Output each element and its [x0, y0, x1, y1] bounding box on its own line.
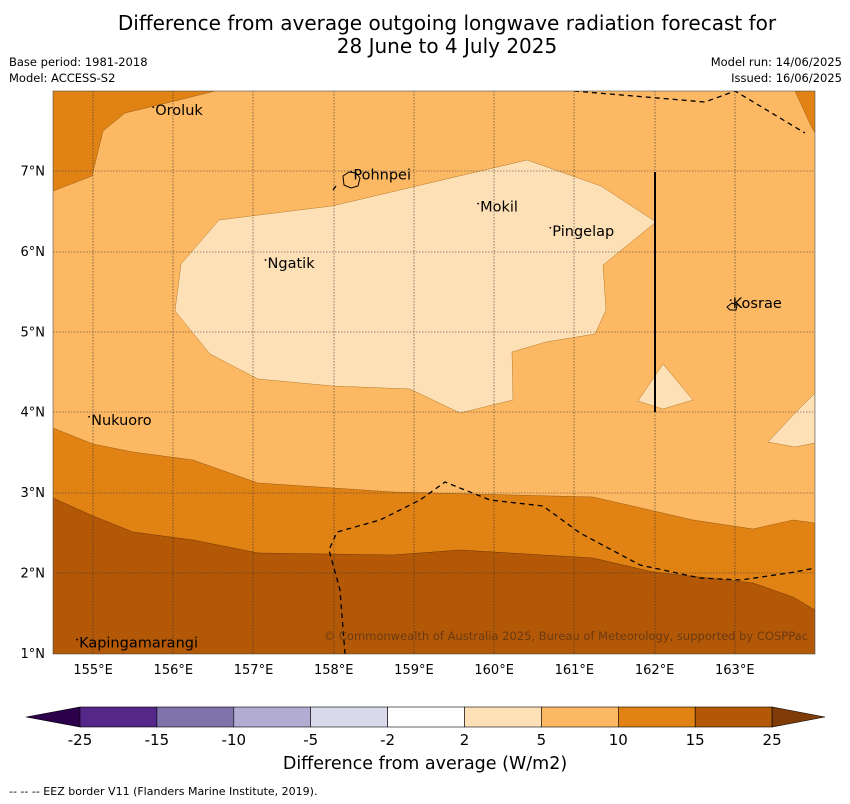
- place-marker: [549, 226, 552, 229]
- lat-tick-label: 1°N: [21, 647, 46, 662]
- copyright-notice: © Commonwealth of Australia 2025, Bureau…: [324, 629, 808, 643]
- chart-title: Difference from average outgoing longwav…: [60, 12, 834, 58]
- lon-tick-label: 156°E: [154, 663, 194, 678]
- map-panel: Oroluk Pohnpei Mokil Pingelap Ngatik Kosrae Nu…: [53, 91, 815, 654]
- colorbar-upper-extension: [771, 706, 826, 728]
- colorbar-tick-label: 15: [686, 731, 705, 749]
- model-run: Model run: 14/06/2025: [710, 55, 842, 69]
- lon-tick-label: 163°E: [715, 663, 755, 678]
- map-frame: [52, 90, 816, 655]
- lat-tick-label: 2°N: [21, 567, 46, 582]
- colorbar-title: Difference from average (W/m2): [282, 754, 568, 774]
- lon-tick-label: 159°E: [394, 663, 434, 678]
- place-label-nukuoro: Nukuoro: [91, 413, 152, 429]
- place-marker: [76, 638, 78, 641]
- place-marker: [729, 299, 732, 302]
- colorbar-segment: [79, 706, 158, 728]
- lat-axis: 1°N 2°N 3°N 4°N 5°N 6°N 7°N: [21, 164, 46, 662]
- lon-tick-label: 160°E: [474, 663, 514, 678]
- place-marker: [264, 259, 267, 261]
- colorbar-segment: [310, 706, 388, 728]
- lon-tick-label: 158°E: [314, 663, 354, 678]
- place-marker: [350, 170, 353, 173]
- anomaly-2-5-band: [174, 159, 657, 414]
- colorbar-tick-label: 5: [537, 731, 547, 749]
- lat-tick-label: 3°N: [21, 486, 46, 501]
- title-line-1: Difference from average outgoing longwav…: [117, 11, 777, 35]
- colorbar-tick-label: 2: [460, 731, 470, 749]
- colorbar-segment: [156, 706, 235, 728]
- place-marker: [152, 106, 155, 109]
- colorbar-lower-extension: [25, 706, 81, 728]
- graticule: [53, 91, 815, 654]
- place-label-pingelap: Pingelap: [552, 224, 614, 240]
- place-label-kosrae: Kosrae: [733, 296, 782, 312]
- lon-tick-label: 157°E: [234, 663, 274, 678]
- colorbar-tick-label: 25: [763, 731, 782, 749]
- lon-axis: 155°E 156°E 157°E 158°E 159°E 160°E 161°E 162°E…: [73, 663, 754, 678]
- model-run-info: Model run: 14/06/2025 Issued: 16/06/2025: [711, 54, 842, 86]
- colorbar-tick-label: 10: [609, 731, 628, 749]
- colorbar-segment: [541, 706, 619, 728]
- colorbar-segment: [387, 706, 465, 728]
- eez-footnote: -- -- -- EEZ border V11 (Flanders Marine…: [9, 785, 318, 798]
- colorbar-segment: [464, 706, 542, 728]
- colorbar-segment: [617, 706, 696, 728]
- colorbar-tick-label: -25: [68, 731, 93, 749]
- colorbar-tick-label: -10: [222, 731, 247, 749]
- lat-tick-label: 4°N: [21, 406, 46, 421]
- lat-tick-label: 7°N: [21, 164, 46, 179]
- place-label-ngatik: Ngatik: [268, 256, 316, 272]
- lon-tick-label: 161°E: [555, 663, 595, 678]
- colorbar-tick-label: -5: [303, 731, 318, 749]
- anomaly-10-15-band: [794, 91, 815, 134]
- pohnpei-island-outline: [342, 171, 361, 189]
- colorbar-tick-label: -2: [380, 731, 395, 749]
- colorbar: -25 -15 -10 -5 -2 2 5 10 15 25: [25, 706, 826, 749]
- island-outlines: [342, 171, 738, 311]
- title-line-2: 28 June to 4 July 2025: [336, 34, 558, 58]
- issued-date: Issued: 16/06/2025: [731, 71, 842, 85]
- anomaly-10-15-band: [53, 91, 216, 192]
- place-label-pohnpei: Pohnpei: [353, 167, 411, 183]
- anomaly-15-25-band: [53, 497, 815, 654]
- model-name: Model: ACCESS-S2: [9, 71, 116, 85]
- kosrae-island-outline: [726, 302, 738, 311]
- place-marker: [477, 202, 480, 205]
- lon-tick-label: 155°E: [73, 663, 113, 678]
- colorbar-segment: [233, 706, 312, 728]
- lat-tick-label: 5°N: [21, 325, 46, 340]
- base-period-info: Base period: 1981-2018 Model: ACCESS-S2: [9, 54, 148, 86]
- place-marker: [88, 415, 90, 418]
- base-period: Base period: 1981-2018: [9, 55, 148, 69]
- colorbar-segment: [694, 706, 773, 728]
- anomaly-2-5-band: [767, 392, 815, 448]
- place-label-mokil: Mokil: [480, 200, 518, 216]
- lat-tick-label: 6°N: [21, 245, 46, 260]
- colorbar-tick-label: -15: [145, 731, 170, 749]
- eez-border: [328, 91, 815, 654]
- place-labels: Oroluk Pohnpei Mokil Pingelap Ngatik Kosrae Nu…: [76, 103, 782, 652]
- lon-tick-label: 162°E: [635, 663, 675, 678]
- place-label-oroluk: Oroluk: [155, 103, 203, 119]
- place-label-kapingamarangi: Kapingamarangi: [79, 636, 198, 652]
